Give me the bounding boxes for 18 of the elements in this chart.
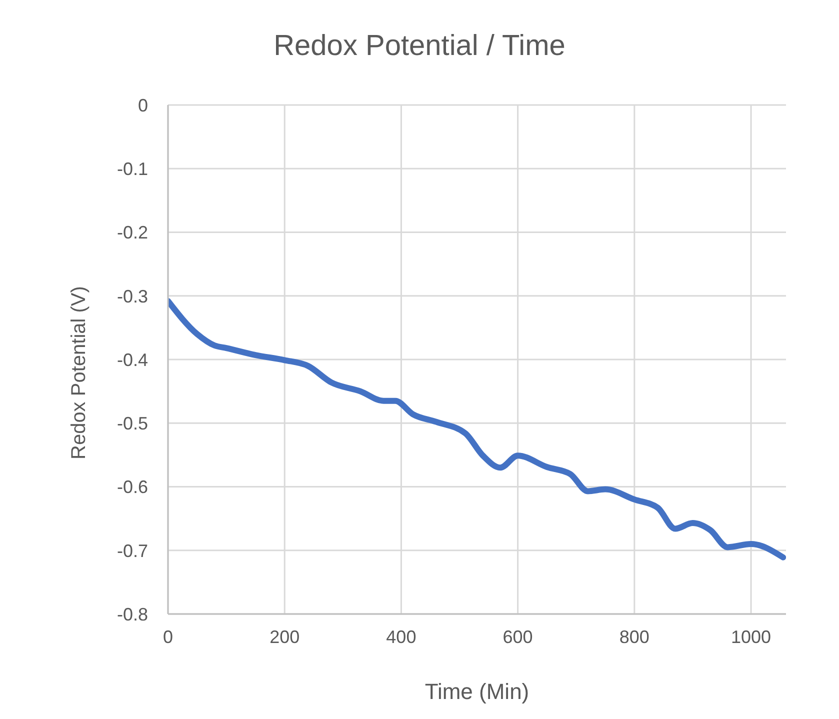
y-tick-label: -0.7 (116, 540, 148, 561)
y-tick-label: -0.8 (116, 604, 148, 624)
x-axis-title: Time (Min) (424, 679, 530, 704)
y-tick-label: -0.3 (116, 286, 148, 306)
x-tick-label: 600 (502, 626, 533, 647)
y-tick-label: 0 (138, 95, 148, 116)
y-tick-label: -0.2 (116, 222, 148, 243)
x-tick-label: 200 (270, 626, 300, 647)
y-tick-label: -0.4 (116, 350, 148, 370)
x-tick-label: 800 (619, 626, 650, 647)
x-tick-label: 400 (386, 626, 416, 647)
x-tick-label: 1000 (730, 626, 772, 647)
y-tick-label: -0.5 (116, 414, 148, 434)
x-tick-label: 0 (162, 626, 174, 647)
y-tick-label: -0.1 (116, 159, 148, 180)
y-axis-title: Redox Potential (V) (68, 286, 90, 460)
y-tick-label: -0.6 (116, 477, 148, 498)
chart-title: Redox Potential / Time (272, 30, 566, 63)
